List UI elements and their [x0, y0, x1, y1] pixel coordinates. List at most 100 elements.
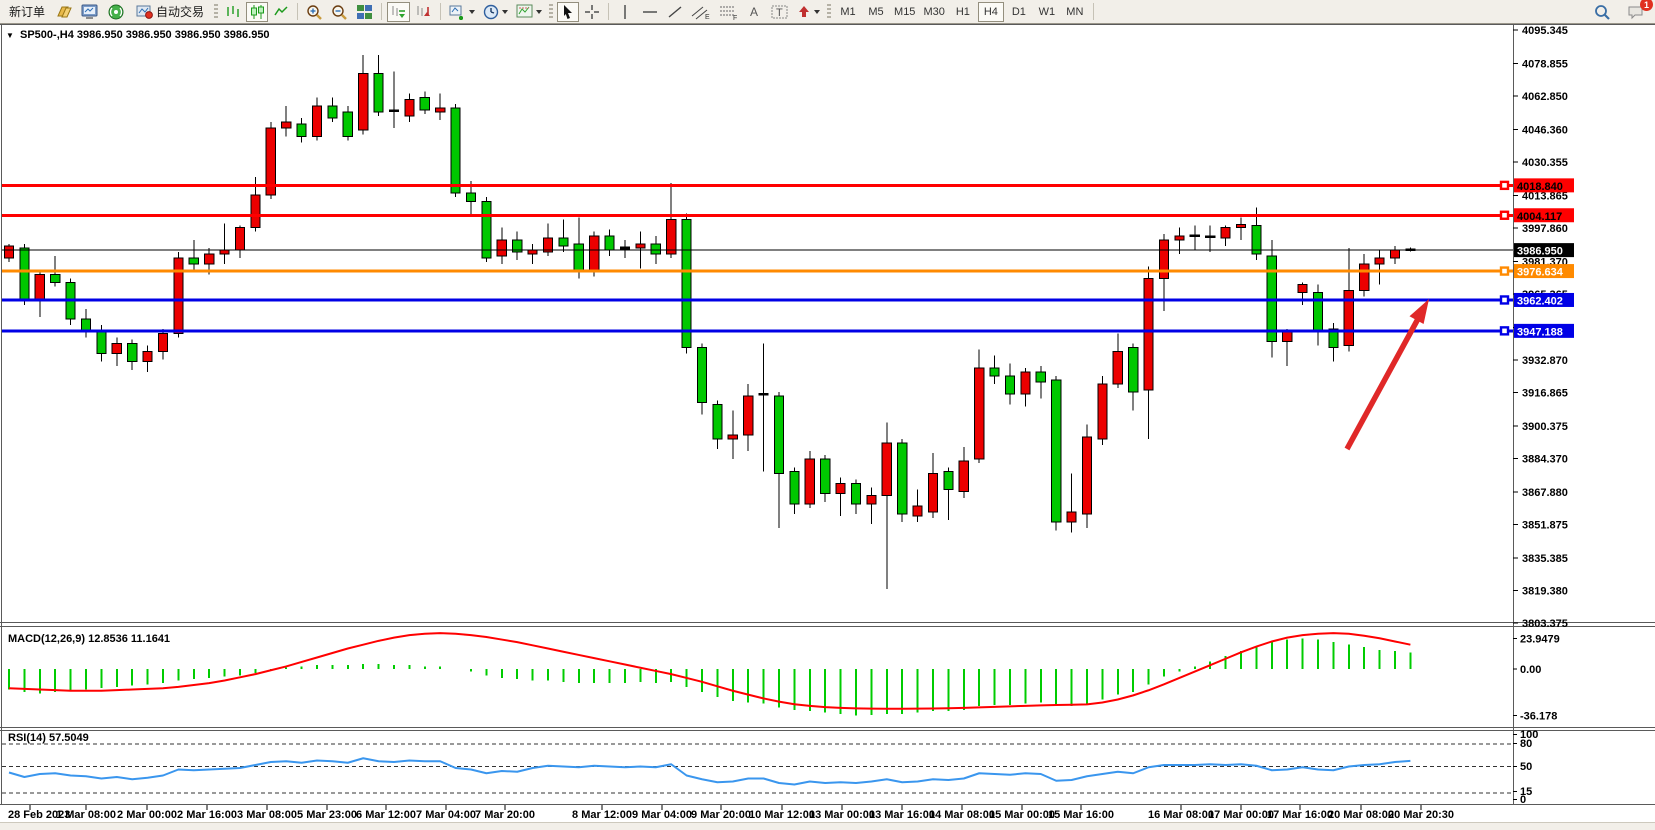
candle: [866, 495, 877, 505]
time-axis-label: 14 Mar 08:00: [929, 809, 995, 821]
templates-icon: [516, 4, 533, 18]
notifications-button[interactable]: 1: [1624, 0, 1653, 22]
toolbar-grip[interactable]: [827, 3, 832, 20]
candle: [635, 243, 646, 249]
tile-windows-button[interactable]: [353, 2, 376, 22]
timeframe-M30[interactable]: M30: [923, 5, 945, 18]
candle: [234, 227, 246, 251]
zoom-out-button[interactable]: [328, 2, 351, 22]
time-axis-label: 15 Mar 00:00: [989, 809, 1055, 821]
trend-arrow-annotation[interactable]: [1344, 315, 1422, 451]
toolbar-grip[interactable]: [549, 3, 554, 20]
hline-handle[interactable]: [1499, 210, 1510, 220]
search-icon: [1595, 4, 1610, 20]
line-chart-button[interactable]: [270, 2, 292, 22]
chart-shift-button[interactable]: [412, 2, 435, 22]
timeframe-H1[interactable]: H1: [955, 5, 970, 18]
timeframe-M5[interactable]: M5: [868, 5, 884, 18]
candle: [1143, 277, 1154, 391]
price-tick-label: 3997.860: [1522, 223, 1568, 235]
candle: [850, 483, 862, 505]
candle: [157, 332, 169, 353]
arrows-button[interactable]: [794, 2, 823, 22]
candle: [912, 505, 923, 517]
candle: [1128, 346, 1139, 393]
timeframe-M1[interactable]: M1: [840, 5, 856, 18]
market-watch-button[interactable]: [78, 2, 102, 22]
time-axis-label: 8 Mar 12:00: [572, 809, 632, 821]
timeframe-D1[interactable]: D1: [1011, 5, 1026, 18]
candle: [1035, 371, 1046, 383]
trend-arrow-head[interactable]: [1409, 299, 1430, 324]
candle: [1389, 249, 1401, 259]
notification-badge[interactable]: 1: [1640, 0, 1653, 11]
price-tick-label: 3803.375: [1522, 618, 1568, 630]
candle: [265, 127, 276, 196]
candle: [173, 257, 184, 334]
price-tick-label: 3819.380: [1522, 585, 1568, 597]
text-label-button[interactable]: T: [768, 2, 792, 22]
hline-handle[interactable]: [1499, 180, 1510, 191]
zoom-in-button[interactable]: [303, 2, 326, 22]
price-level-badge: [1514, 178, 1574, 193]
text-icon: A: [750, 5, 758, 19]
toolbar-separator: [608, 3, 610, 20]
toolbar-separator: [381, 3, 383, 20]
dropdown-caret: [469, 9, 476, 14]
candle: [311, 105, 323, 137]
candle: [974, 367, 985, 460]
charts-gold-icon[interactable]: [53, 2, 76, 22]
timeframe-MN[interactable]: MN: [1066, 5, 1084, 18]
trendline-button[interactable]: [664, 2, 686, 22]
timeframe-H4[interactable]: H4: [977, 1, 1004, 22]
candle: [358, 72, 369, 131]
candle: [1158, 239, 1170, 279]
equidistant-channel-button[interactable]: E: [688, 2, 714, 22]
time-axis-label: 9 Mar 04:00: [632, 809, 692, 821]
hline-handle[interactable]: [1499, 266, 1510, 276]
price-level-badge-label: 3986.950: [1517, 246, 1563, 258]
time-axis-label: 20 Mar 20:30: [1388, 809, 1454, 821]
price-level-badge-label: 3947.188: [1517, 326, 1563, 338]
auto-scroll-button[interactable]: [387, 1, 411, 22]
svg-text:T: T: [776, 7, 783, 19]
candlestick-chart-button[interactable]: [246, 1, 269, 22]
toolbar-grip[interactable]: [214, 3, 219, 20]
rsi-label: RSI(14) 57.5049: [8, 732, 89, 744]
cursor-button[interactable]: [557, 1, 580, 22]
horizontal-line-button[interactable]: [638, 2, 662, 22]
candle: [419, 97, 430, 111]
search-button[interactable]: [1590, 2, 1614, 22]
candle: [1004, 375, 1016, 395]
add-indicator-button[interactable]: [446, 2, 478, 22]
candle: [1205, 235, 1216, 238]
candle: [250, 194, 261, 229]
horizontal-line-icon: [643, 10, 658, 13]
periods-button[interactable]: [480, 2, 511, 22]
line-chart-icon: [274, 6, 288, 16]
toolbar: 新订单 自动交易 E F A T M1 M5 M15 M30 H1 H4 D1 W1 MN 1: [0, 0, 1655, 24]
zoom-out-icon: [332, 4, 347, 20]
hline-handle[interactable]: [1499, 326, 1510, 336]
crosshair-button[interactable]: [581, 2, 603, 22]
text-button[interactable]: A: [744, 2, 766, 22]
chart-shift-icon: [417, 6, 431, 16]
bar-chart-button[interactable]: [222, 2, 244, 22]
timeframe-W1[interactable]: W1: [1038, 5, 1056, 18]
timeframe-M15[interactable]: M15: [894, 5, 916, 18]
templates-button[interactable]: [513, 2, 545, 22]
fibonacci-button[interactable]: F: [716, 2, 742, 22]
hline-handle[interactable]: [1499, 295, 1510, 305]
price-tick-label: 3867.880: [1522, 487, 1568, 499]
svg-text:E: E: [705, 14, 710, 20]
new-order-button[interactable]: 新订单: [3, 2, 51, 22]
zoom-in-icon: [307, 4, 322, 20]
vertical-line-button[interactable]: [614, 2, 636, 22]
new-order-label: 新订单: [9, 5, 46, 19]
signal-button[interactable]: [104, 2, 128, 22]
candle: [1235, 223, 1247, 229]
auto-trading-button[interactable]: 自动交易: [130, 2, 210, 22]
equidistant-channel-icon: E: [691, 6, 710, 20]
candle: [1189, 234, 1200, 238]
